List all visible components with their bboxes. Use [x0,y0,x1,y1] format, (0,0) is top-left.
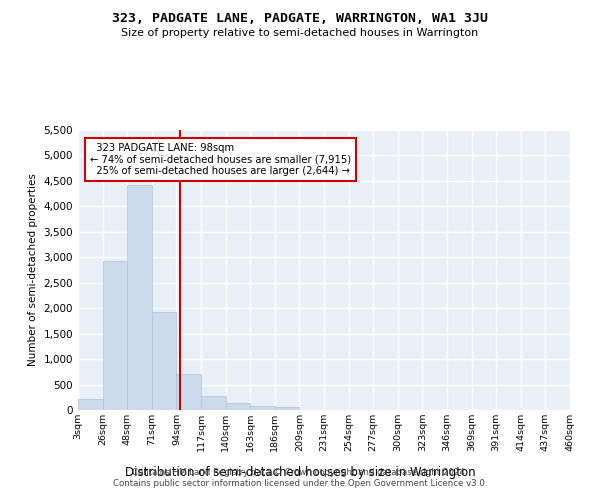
Text: Size of property relative to semi-detached houses in Warrington: Size of property relative to semi-detach… [121,28,479,38]
Bar [201,396,226,410]
Bar [226,404,250,410]
Text: 323 PADGATE LANE: 98sqm
← 74% of semi-detached houses are smaller (7,915)
  25% : 323 PADGATE LANE: 98sqm ← 74% of semi-de… [90,142,351,176]
Text: 323, PADGATE LANE, PADGATE, WARRINGTON, WA1 3JU: 323, PADGATE LANE, PADGATE, WARRINGTON, … [112,12,488,26]
Bar [275,407,299,410]
Bar [152,312,176,410]
Y-axis label: Number of semi-detached properties: Number of semi-detached properties [28,174,38,366]
Bar [103,262,127,410]
Bar [127,185,152,410]
Text: Distribution of semi-detached houses by size in Warrington: Distribution of semi-detached houses by … [125,466,475,479]
Bar [176,374,201,410]
Bar [78,399,103,410]
Text: Contains HM Land Registry data © Crown copyright and database right 2024.
Contai: Contains HM Land Registry data © Crown c… [113,468,487,487]
Bar [250,406,275,410]
